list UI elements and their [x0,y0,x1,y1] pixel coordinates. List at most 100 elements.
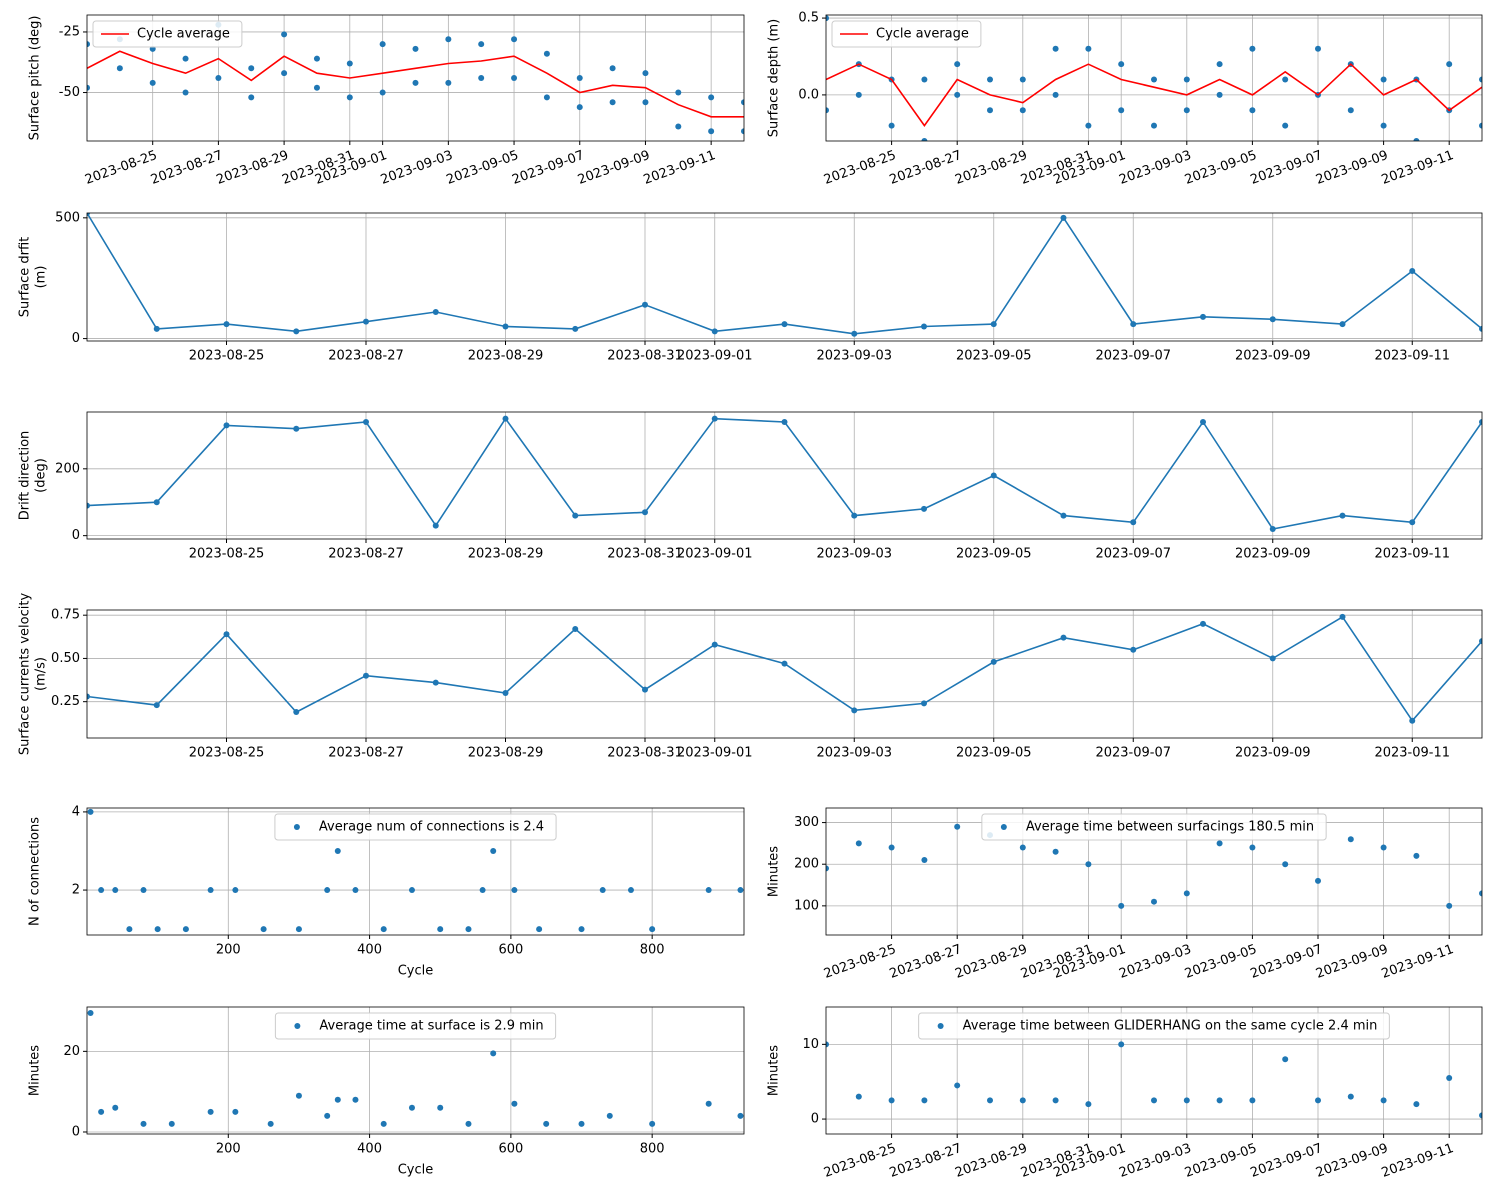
data-point [1060,512,1067,519]
data-point [675,123,682,130]
data-point [363,419,369,426]
x-tick-label: 2023-09-03 [1117,148,1193,188]
data-point [921,323,927,330]
y-tick-label: 0 [811,1112,819,1127]
legend-box [981,813,1327,841]
data-point [627,887,634,894]
legend-label: Cycle average [876,27,969,42]
data-point [379,41,386,48]
data-point [112,887,119,894]
x-tick-label: 2023-09-01 [677,547,753,562]
data-point [543,50,550,57]
data-point [232,887,239,894]
y-axis-label: Minutes [28,1045,43,1096]
data-point [1118,902,1125,909]
data-point [921,505,927,512]
data-point [642,509,648,516]
data-point [642,686,648,693]
x-tick-label: 2023-09-09 [1314,942,1390,982]
data-point [260,926,267,933]
data-point [1479,1112,1482,1119]
data-point [1200,620,1206,627]
data-point [363,318,369,325]
data-point [1446,902,1453,909]
data-point [379,89,386,96]
data-point [599,887,606,894]
x-tick-label: 2023-08-27 [888,1141,964,1181]
y-axis-label: Surface pitch (deg) [28,16,43,141]
data-point [642,70,649,77]
data-point [363,672,369,679]
data-point [1409,519,1416,526]
data-point [1249,107,1256,114]
data-point [313,84,320,91]
data-point [1183,890,1190,897]
data-point [1183,1097,1190,1104]
legend-box [831,20,982,48]
plot-area [87,21,744,135]
x-tick-label: 2023-09-09 [1235,746,1311,761]
legend-swatch [293,824,300,830]
data-point [543,94,550,101]
x-tick-label: 2023-09-03 [816,746,892,761]
data-point [248,94,255,101]
x-tick-label: 2023-09-05 [1183,942,1259,982]
x-tick-label: 2023-08-25 [83,148,159,188]
data-point [1380,844,1387,851]
x-tick-label: 400 [357,1142,382,1157]
data-point [502,415,509,422]
data-point [572,512,579,519]
axes-frame [825,14,1483,142]
data-point [1479,76,1482,83]
legend-label: Cycle average [137,27,230,42]
data-point [1479,419,1482,426]
data-point [346,94,353,101]
x-tick-label: 2023-09-11 [1374,746,1450,761]
x-tick-label: 2023-08-25 [189,746,265,761]
data-point [990,658,997,665]
data-point [116,65,123,72]
x-tick-label: 2023-09-11 [1380,942,1456,982]
plot-area [826,823,1482,909]
subplot: 0102023-08-252023-08-272023-08-292023-08… [767,1006,1483,1181]
data-point [705,887,712,894]
data-point [281,70,288,77]
data-point [1409,267,1416,274]
data-point [380,926,387,933]
x-tick-label: 2023-09-03 [816,349,892,364]
data-point [1380,1097,1387,1104]
x-tick-label: 2023-09-07 [510,148,586,188]
data-point [511,75,518,81]
data-point [352,887,359,894]
data-point [1315,1097,1321,1104]
y-axis-label: Surface drfit [18,237,33,318]
y-tick-label: 4 [72,804,80,819]
y-tick-label: 200 [794,857,819,872]
y-tick-label: 200 [55,461,80,476]
x-tick-label: 2023-09-07 [1095,746,1171,761]
data-point [511,36,518,43]
data-point [1269,655,1276,662]
data-point [826,1041,829,1048]
axes-frame [86,212,1483,342]
data-point [98,1108,105,1115]
data-point [215,75,222,81]
data-point [346,60,353,67]
data-point [1282,861,1289,868]
legend: Average time at surface is 2.9 min [274,1012,557,1040]
subplot: 0 200 2023-08-25 2023-08-27 2023-08-29 2023-0… [18,411,1483,562]
axes-frame [825,1006,1483,1135]
x-tick-label: 2023-09-07 [1248,942,1324,982]
data-point [1060,634,1067,641]
x-tick-label: 2023-08-25 [189,547,265,562]
plot-area [87,415,1482,532]
data-point [87,1010,94,1017]
y-tick-label: 300 [794,815,819,830]
x-tick-label: 2023-09-11 [1380,1141,1456,1181]
x-tick-label: 2023-08-29 [953,1141,1029,1181]
data-point [267,1120,274,1127]
x-tick-label: 400 [357,943,382,958]
y-tick-label: 100 [794,898,819,913]
